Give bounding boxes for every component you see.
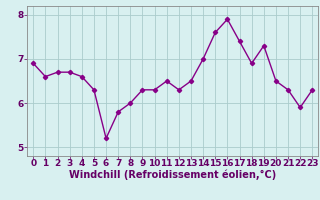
X-axis label: Windchill (Refroidissement éolien,°C): Windchill (Refroidissement éolien,°C) [69, 170, 276, 180]
